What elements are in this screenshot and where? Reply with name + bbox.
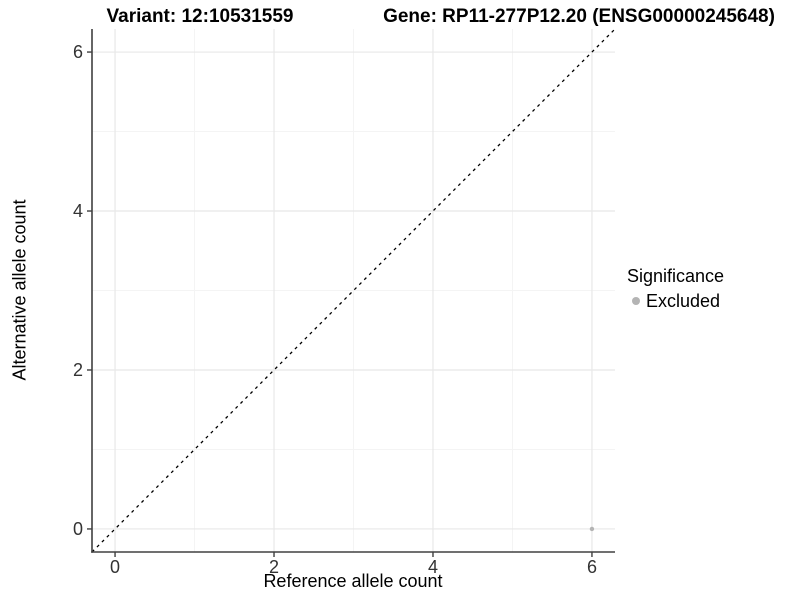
svg-text:0: 0 bbox=[73, 519, 83, 539]
circle-marker-icon bbox=[632, 297, 640, 305]
data-point bbox=[589, 526, 595, 532]
svg-text:6: 6 bbox=[73, 42, 83, 62]
svg-text:6: 6 bbox=[587, 557, 597, 577]
svg-text:4: 4 bbox=[73, 201, 83, 221]
legend-title: Significance bbox=[627, 266, 725, 286]
svg-text:2: 2 bbox=[269, 557, 279, 577]
plot-title-gene: Gene: RP11-277P12.20 (ENSG00000245648) bbox=[383, 6, 775, 27]
plot-title-variant: Variant: 12:10531559 bbox=[106, 6, 294, 27]
y-axis-title: Alternative allele count bbox=[9, 199, 30, 381]
legend: Significance Excluded bbox=[627, 266, 724, 312]
legend-item-excluded: Excluded bbox=[627, 290, 724, 312]
svg-text:4: 4 bbox=[428, 557, 438, 577]
legend-item-label: Excluded bbox=[646, 291, 721, 311]
svg-text:2: 2 bbox=[73, 360, 83, 380]
svg-text:0: 0 bbox=[110, 557, 120, 577]
x-axis-title: Reference allele count bbox=[263, 571, 443, 591]
